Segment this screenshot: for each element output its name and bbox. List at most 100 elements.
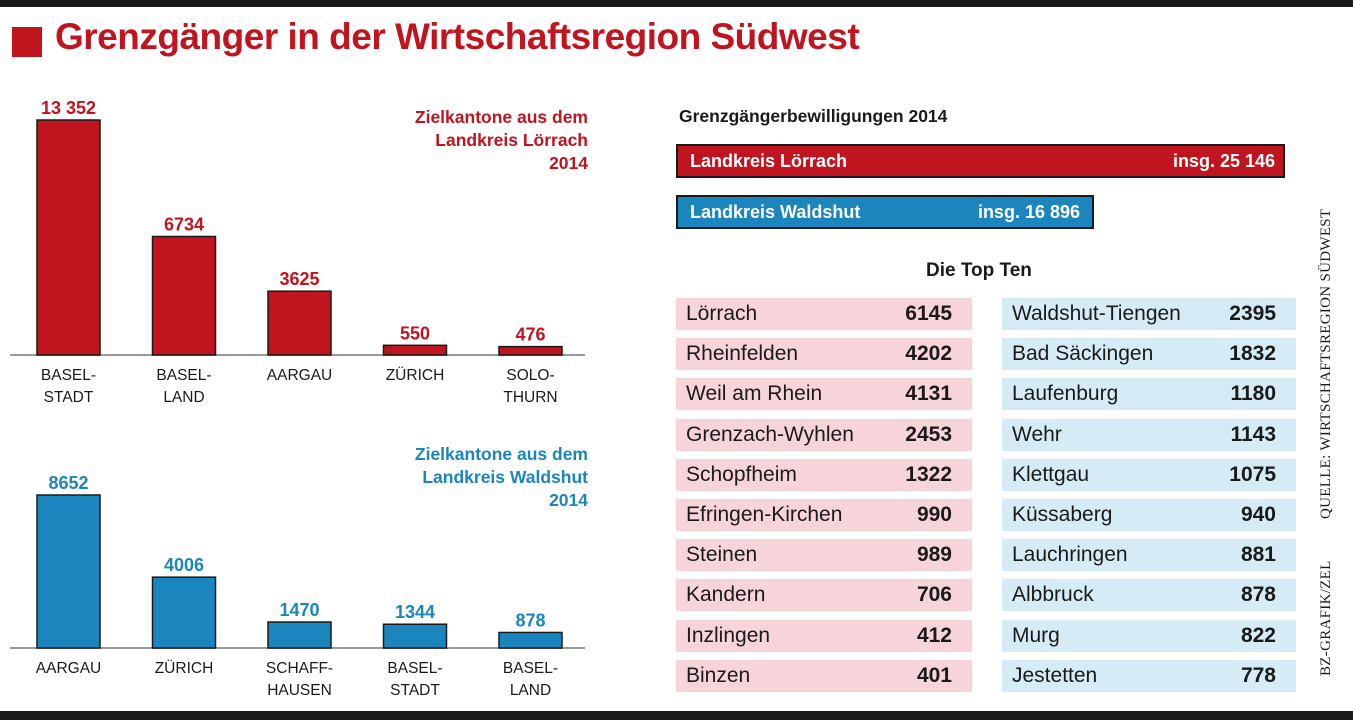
top-ten-loerrach-row-value: 1322: [905, 462, 952, 486]
top-ten-waldshut-row-value: 778: [1240, 663, 1276, 687]
chart-loerrach-bar: [498, 345, 563, 356]
chart-waldshut-value-label: 8652: [48, 473, 88, 493]
top-ten-waldshut-row-name: Klettgau: [1012, 462, 1090, 486]
top-ten-loerrach-row-name: Schopfheim: [686, 462, 797, 486]
top-ten-loerrach-row: Rheinfelden 4202: [676, 338, 972, 371]
top-ten-waldshut-row: Bad Säckingen 1832: [1002, 338, 1296, 371]
top-ten-waldshut-row-name: Küssaberg: [1012, 503, 1113, 526]
top-ten-loerrach-row-name: Steinen: [686, 543, 758, 567]
top-ten-loerrach-row: Binzen 401: [676, 659, 972, 692]
top-ten-loerrach-row-value: 2453: [905, 422, 952, 446]
top-ten-waldshut-row-name: Wehr: [1012, 422, 1062, 446]
top-ten-waldshut-row-name: Bad Säckingen: [1012, 342, 1154, 366]
top-ten-loerrach-row: Efringen-Kirchen 990: [676, 499, 972, 531]
chart-loerrach-bar: [267, 290, 332, 356]
top-ten-waldshut-row-value: 878: [1240, 583, 1276, 607]
top-ten-loerrach-row: Grenzach-Wyhlen 2453: [676, 418, 972, 451]
title-marker: [12, 27, 42, 57]
chart-loerrach-category-label: BASEL-: [156, 367, 211, 384]
chart-loerrach-title-line3: 2014: [549, 153, 588, 173]
chart-waldshut-title: Zielkantone aus dem Landkreis Waldshut 2…: [268, 443, 588, 512]
chart-waldshut-category-label: SCHAFF-: [266, 660, 333, 677]
chart-loerrach-category-label: ZÜRICH: [386, 366, 445, 384]
chart-waldshut-category-label: HAUSEN: [267, 682, 332, 699]
chart-loerrach-category-label: THURN: [503, 389, 557, 406]
top-ten-loerrach-row-value: 990: [916, 503, 952, 526]
top-ten-loerrach-row-name: Rheinfelden: [686, 342, 799, 366]
top-ten-loerrach-row: Weil am Rhein 4131: [676, 378, 972, 411]
chart-loerrach-value-label: 13 352: [41, 98, 96, 118]
top-ten-waldshut-row-name: Lauchringen: [1012, 543, 1128, 567]
top-border: [0, 0, 1353, 7]
chart-waldshut-bar: [151, 576, 217, 649]
total-bar-waldshut-label: Landkreis Waldshut: [690, 202, 861, 222]
top-ten-loerrach-row-value: 4202: [905, 342, 952, 366]
top-ten-loerrach-row: Kandern 706: [676, 579, 972, 612]
chart-waldshut-bar: [267, 621, 332, 649]
chart-waldshut-bar: [498, 631, 563, 649]
top-ten-waldshut-row-name: Jestetten: [1012, 663, 1098, 687]
top-ten-heading: Die Top Ten: [926, 260, 1032, 281]
chart-waldshut-category-label: BASEL-: [503, 660, 558, 677]
chart-waldshut-bar: [382, 623, 448, 649]
chart-waldshut-value-label: 878: [515, 610, 545, 630]
chart-waldshut-title-line2: Landkreis Waldshut: [422, 467, 588, 487]
graphic-credit: BZ-GRAFIK/ZEL: [1318, 560, 1334, 676]
chart-loerrach-category-label: BASEL-: [41, 367, 96, 384]
page-title: Grenzgänger in der Wirtschaftsregion Süd…: [55, 16, 860, 57]
chart-waldshut-category-label: ZÜRICH: [155, 659, 214, 677]
total-bar-waldshut-value: insg. 16 896: [977, 202, 1080, 222]
top-ten-loerrach-row: Steinen 989: [676, 539, 972, 572]
permits-heading: Grenzgängerbewilligungen 2014: [679, 106, 948, 126]
total-bar-loerrach: Landkreis Lörrach insg. 25 146: [676, 144, 1285, 178]
top-ten-waldshut-row-name: Waldshut-Tiengen: [1012, 302, 1181, 325]
top-ten-waldshut-row-name: Albbruck: [1012, 583, 1094, 607]
top-ten-loerrach-row-name: Inzlingen: [686, 623, 771, 647]
top-ten-loerrach-row-name: Lörrach: [686, 302, 758, 325]
top-ten-loerrach-row-name: Grenzach-Wyhlen: [686, 422, 854, 446]
top-ten-loerrach-row-value: 989: [916, 543, 952, 567]
top-ten-waldshut-row: Albbruck 878: [1002, 579, 1296, 612]
chart-waldshut-category-label: AARGAU: [36, 660, 101, 677]
top-ten-loerrach-row-value: 4131: [905, 382, 952, 406]
top-ten-waldshut-row: Jestetten 778: [1002, 659, 1296, 692]
total-bar-loerrach-label: Landkreis Lörrach: [690, 151, 848, 171]
top-ten-waldshut-row-name: Murg: [1012, 623, 1060, 647]
chart-waldshut-category-label: STADT: [390, 682, 440, 699]
top-ten-loerrach-row-name: Kandern: [686, 583, 766, 607]
chart-loerrach-category-label: SOLO-: [506, 367, 554, 384]
chart-loerrach-cantons: 13 352 BASEL- STADT 6734 BASEL- LAND 3625 AARGA…: [10, 98, 585, 406]
top-ten-waldshut-row-value: 1832: [1229, 342, 1276, 366]
top-ten-loerrach-row-name: Efringen-Kirchen: [686, 503, 843, 526]
top-ten-loerrach-row-value: 412: [916, 623, 952, 647]
top-ten-waldshut-row-value: 1075: [1229, 462, 1276, 486]
chart-waldshut-value-label: 4006: [164, 555, 204, 575]
chart-waldshut-title-line1: Zielkantone aus dem: [414, 444, 588, 464]
top-ten-loerrach-row-value: 6145: [905, 302, 952, 325]
chart-waldshut-title-line3: 2014: [549, 490, 588, 510]
top-ten-waldshut-row: Waldshut-Tiengen 2395: [1002, 298, 1296, 330]
chart-loerrach-value-label: 550: [400, 323, 430, 343]
top-ten-waldshut-row-value: 1180: [1230, 382, 1276, 406]
top-ten-waldshut-row: Lauchringen 881: [1002, 539, 1296, 572]
chart-loerrach-category-label: AARGAU: [267, 367, 332, 384]
chart-loerrach-title-line1: Zielkantone aus dem: [414, 107, 588, 127]
top-ten-waldshut-row: Küssaberg 940: [1002, 499, 1296, 531]
chart-waldshut-value-label: 1344: [395, 602, 435, 622]
bottom-border: [0, 711, 1353, 720]
chart-waldshut-category-label: LAND: [510, 682, 551, 699]
chart-loerrach-bar: [382, 344, 448, 356]
top-ten-loerrach-row-name: Weil am Rhein: [686, 382, 823, 406]
chart-waldshut-value-label: 1470: [279, 600, 319, 620]
top-ten-loerrach-row-name: Binzen: [686, 663, 751, 687]
top-ten-waldshut-row-name: Laufenburg: [1012, 382, 1119, 406]
top-ten-waldshut-row-value: 2395: [1229, 302, 1276, 325]
chart-loerrach-value-label: 3625: [279, 269, 319, 289]
chart-loerrach-value-label: 476: [515, 325, 545, 345]
top-ten-waldshut-row-value: 881: [1240, 543, 1276, 567]
top-ten-loerrach-row-value: 401: [916, 663, 952, 687]
chart-loerrach-value-label: 6734: [164, 214, 204, 234]
top-ten-loerrach-row: Lörrach 6145: [676, 298, 972, 330]
total-bar-loerrach-value: insg. 25 146: [1172, 151, 1275, 171]
chart-loerrach-category-label: STADT: [44, 389, 94, 406]
